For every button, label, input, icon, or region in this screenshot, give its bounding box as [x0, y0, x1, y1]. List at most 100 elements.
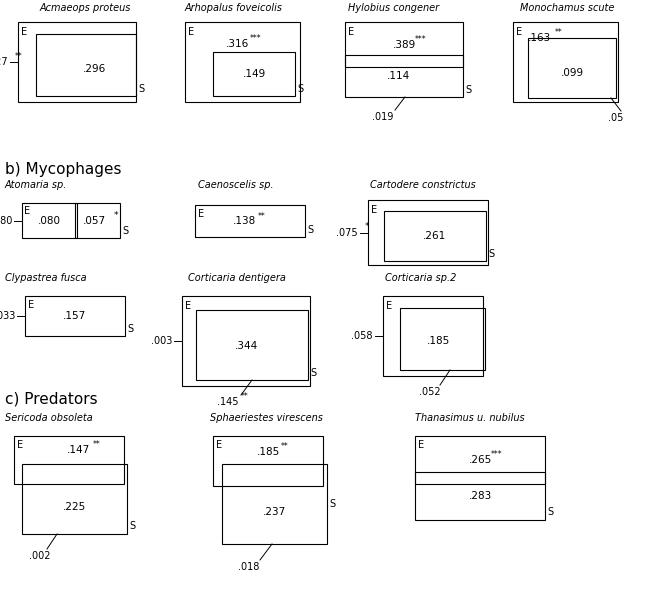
Text: .265: .265: [468, 455, 491, 465]
Text: ***: ***: [491, 451, 503, 460]
Text: **: **: [555, 28, 563, 38]
Text: Hylobius congener: Hylobius congener: [348, 3, 439, 13]
Text: E: E: [371, 205, 377, 215]
Bar: [415, 436, 545, 484]
Text: .185: .185: [257, 447, 279, 457]
Text: Corticaria dentigera: Corticaria dentigera: [188, 273, 286, 283]
Text: Thanasimus u. nubilus: Thanasimus u. nubilus: [415, 413, 525, 423]
Text: .127: .127: [0, 57, 8, 67]
Text: .018: .018: [238, 562, 260, 572]
Text: E: E: [386, 301, 392, 311]
Bar: [213, 52, 295, 96]
Text: Monochamus scute: Monochamus scute: [520, 3, 614, 13]
Bar: [196, 310, 308, 380]
Text: E: E: [216, 440, 222, 450]
Text: .149: .149: [242, 69, 265, 79]
Text: .099: .099: [561, 68, 584, 78]
Bar: [384, 211, 486, 261]
Text: .283: .283: [468, 491, 491, 501]
Text: Acmaeops proteus: Acmaeops proteus: [40, 3, 132, 13]
Bar: [185, 22, 300, 102]
Bar: [513, 22, 618, 102]
Text: .157: .157: [63, 311, 86, 321]
Text: .019: .019: [372, 112, 394, 122]
Text: S: S: [307, 225, 313, 235]
Text: .058: .058: [352, 331, 373, 341]
Text: Arhopalus foveicolis: Arhopalus foveicolis: [185, 3, 283, 13]
Bar: [182, 296, 310, 386]
Text: Caenoscelis sp.: Caenoscelis sp.: [198, 180, 273, 190]
Text: Clypastrea fusca: Clypastrea fusca: [5, 273, 86, 283]
Bar: [18, 22, 136, 102]
Text: .075: .075: [336, 228, 358, 238]
Text: E: E: [185, 301, 191, 311]
Bar: [22, 203, 77, 238]
Text: Sphaeriestes virescens: Sphaeriestes virescens: [210, 413, 323, 423]
Text: S: S: [465, 85, 471, 95]
Text: .080: .080: [38, 215, 61, 225]
Text: Corticaria sp.2: Corticaria sp.2: [385, 273, 456, 283]
Text: **: **: [258, 211, 266, 221]
Text: .145: .145: [217, 397, 239, 407]
Text: E: E: [418, 440, 424, 450]
Text: **: **: [93, 441, 101, 450]
Text: E: E: [28, 300, 34, 310]
Text: S: S: [122, 226, 128, 236]
Text: Sericoda obsoleta: Sericoda obsoleta: [5, 413, 92, 423]
Text: .114: .114: [388, 71, 410, 81]
Text: .225: .225: [63, 502, 86, 512]
Text: S: S: [310, 368, 316, 378]
Text: b) Mycophages: b) Mycophages: [5, 162, 122, 177]
Text: .033: .033: [0, 311, 15, 321]
Text: ***: ***: [415, 35, 427, 44]
Text: .344: .344: [234, 341, 257, 351]
Text: S: S: [329, 499, 335, 509]
Bar: [383, 296, 483, 376]
Bar: [528, 38, 616, 98]
Bar: [22, 464, 127, 534]
Text: S: S: [138, 84, 144, 94]
Text: .05: .05: [608, 113, 624, 123]
Text: c) Predators: c) Predators: [5, 392, 98, 407]
Text: E: E: [198, 209, 204, 219]
Text: S: S: [547, 507, 553, 517]
Text: E: E: [21, 27, 27, 37]
Text: E: E: [348, 27, 354, 37]
Text: Cartodere constrictus: Cartodere constrictus: [370, 180, 475, 190]
Text: .138: .138: [233, 216, 257, 226]
Text: .237: .237: [263, 507, 286, 517]
Text: .057: .057: [83, 215, 106, 225]
Text: **: **: [281, 442, 289, 451]
Bar: [400, 308, 485, 370]
Text: E: E: [516, 27, 522, 37]
Text: .261: .261: [424, 231, 447, 241]
Bar: [222, 464, 327, 544]
Bar: [415, 472, 545, 520]
Text: *: *: [114, 211, 118, 220]
Bar: [14, 436, 124, 484]
Text: Atomaria sp.: Atomaria sp.: [5, 180, 67, 190]
Text: ***: ***: [249, 34, 261, 44]
Text: E: E: [17, 440, 23, 450]
Bar: [368, 200, 488, 265]
Text: .296: .296: [82, 64, 106, 74]
Text: E: E: [24, 206, 30, 216]
Text: S: S: [488, 249, 494, 259]
Text: .185: .185: [426, 336, 450, 346]
Text: S: S: [127, 324, 133, 334]
Text: .080: .080: [0, 215, 12, 225]
Bar: [345, 55, 463, 97]
Bar: [75, 203, 120, 238]
Text: S: S: [129, 521, 135, 531]
Text: .163: .163: [528, 33, 551, 43]
Text: **: **: [241, 392, 249, 402]
Text: .389: .389: [392, 40, 416, 50]
Text: S: S: [297, 84, 303, 94]
Bar: [25, 296, 125, 336]
Text: *: *: [365, 222, 370, 231]
Text: .003: .003: [151, 336, 172, 346]
Text: .002: .002: [29, 551, 51, 561]
Text: **: **: [15, 53, 23, 61]
Bar: [213, 436, 323, 486]
Text: .147: .147: [67, 445, 90, 455]
